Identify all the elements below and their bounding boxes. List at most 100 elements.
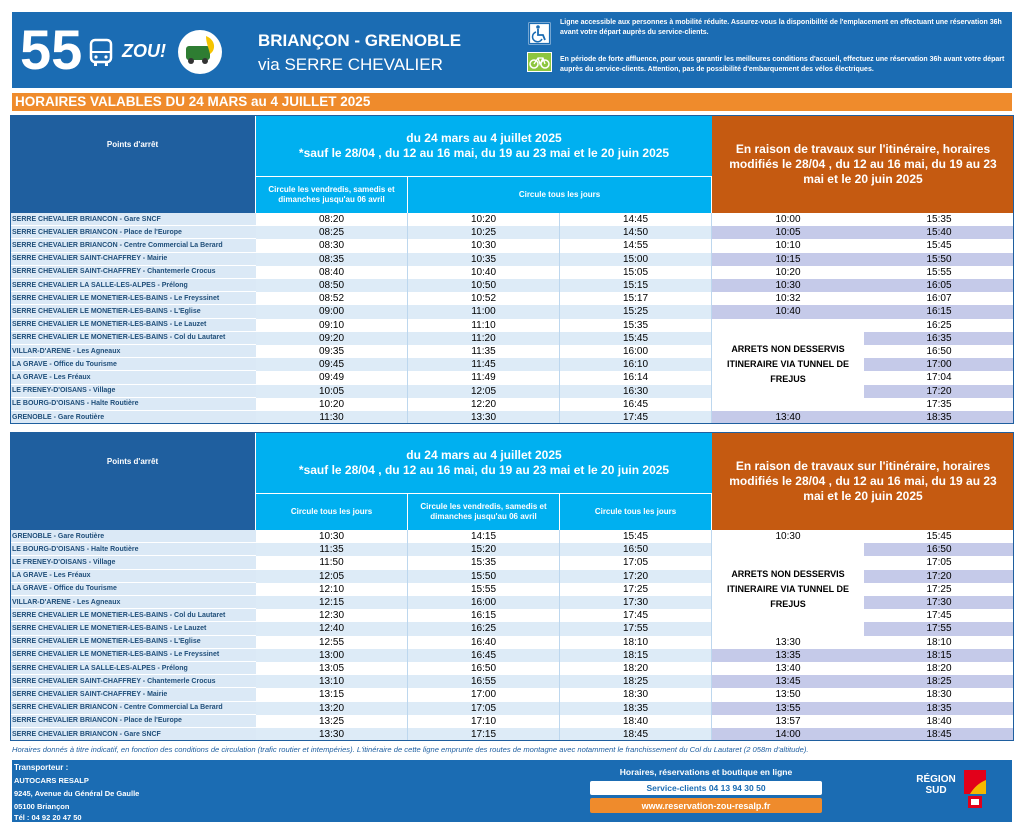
not-served-note: ARRETS NON DESSERVIS ITINERAIRE VIA TUNN… [726,344,849,385]
departure-time: 14:15 [408,530,560,544]
departure-time: 13:30 [256,728,408,742]
departure-time: 11:50 [256,556,408,570]
departure-time: 09:45 [256,358,408,372]
departure-time: 10:50 [408,279,560,293]
column-note: Circule tous les jours [408,176,712,213]
footnote: Horaires donnés à titre indicatif, en fo… [12,745,809,754]
departure-time: 17:00 [408,688,560,702]
departure-time: 18:35 [864,701,1014,715]
departure-time: 18:25 [560,675,712,689]
departure-time: 17:20 [560,569,712,583]
departure-time: 10:30 [408,239,560,253]
period-exceptions: *sauf le 28/04 , du 12 au 16 mai, du 19 … [298,145,670,160]
period-block: du 24 mars au 4 juillet 2025 *sauf le 28/… [256,115,712,176]
stop-name: SERRE CHEVALIER LE MONETIER-LES-BAINS - … [10,318,256,332]
departure-time: 09:10 [256,318,408,332]
bus-icon [89,38,113,66]
departure-time: 10:30 [256,530,408,544]
departure-time: 16:00 [560,345,712,359]
departure-time: 14:45 [560,213,712,227]
carrier-phone: Tél : 04 92 20 47 50 [14,813,82,822]
departure-time: 10:52 [408,292,560,306]
departure-time: 16:55 [408,675,560,689]
departure-time: 16:40 [408,635,560,649]
departure-time: 15:17 [560,292,712,306]
carrier-name: AUTOCARS RESALP [14,776,89,785]
departure-time: 17:10 [408,714,560,728]
brand: ZOU! [122,41,166,61]
departure-time: 10:20 [256,397,408,411]
departure-time: 17:05 [864,556,1014,570]
stop-name: SERRE CHEVALIER LA SALLE-LES-ALPES - Pré… [10,662,256,676]
departure-time: 11:45 [408,358,560,372]
departure-time: 15:35 [864,213,1014,227]
departure-time: 13:00 [256,648,408,662]
stop-name: GRENOBLE - Gare Routière [10,530,256,544]
period: du 24 mars au 4 juillet 2025 [406,447,562,462]
column-note: Circule les vendredis, samedis et dimanc… [256,176,408,213]
works-notice: En raison de travaux sur l'itinéraire, h… [712,115,1014,213]
departure-time: 12:15 [256,596,408,610]
route-via: via SERRE CHEVALIER [258,55,443,74]
departure-time: 17:30 [560,596,712,610]
column-note: Circule tous les jours [560,493,712,530]
validity-bar: HORAIRES VALABLES DU 24 MARS au 4 JUILLE… [12,93,1012,111]
departure-time: 08:30 [256,239,408,253]
departure-time: 13:35 [712,648,864,662]
departure-time: 15:15 [560,279,712,293]
departure-time: 16:14 [560,371,712,385]
departure-time: 13:50 [712,688,864,702]
departure-time: 17:05 [408,701,560,715]
departure-time: 08:20 [256,213,408,227]
stop-name: LE BOURG-D'OISANS - Halte Routière [10,543,256,557]
departure-time: 09:35 [256,345,408,359]
stop-name: SERRE CHEVALIER LE MONETIER-LES-BAINS - … [10,331,256,345]
works-notice: En raison de travaux sur l'itinéraire, h… [712,432,1014,530]
departure-time: 14:55 [560,239,712,253]
departure-time: 16:45 [560,397,712,411]
departure-time: 10:00 [712,213,864,227]
departure-time: 16:30 [560,384,712,398]
route-title: BRIANÇON - GRENOBLE [258,31,462,50]
period-exceptions: *sauf le 28/04 , du 12 au 16 mai, du 19 … [298,462,670,477]
departure-time: 09:00 [256,305,408,319]
stop-name: SERRE CHEVALIER LE MONETIER-LES-BAINS - … [10,622,256,636]
departure-time: 10:05 [712,226,864,240]
departure-time: 10:30 [712,530,864,544]
stop-name: LA GRAVE - Les Fréaux [10,569,256,583]
departure-time: 12:40 [256,622,408,636]
departure-time: 15:45 [864,239,1014,253]
departure-time: 16:15 [864,305,1014,319]
customer-service: Service-clients 04 13 94 30 50 [590,781,822,795]
stop-name: SERRE CHEVALIER SAINT-CHAFFREY - Mairie [10,688,256,702]
stop-header: Points d'arrêt [10,432,256,530]
departure-time: 10:10 [712,239,864,253]
departure-time: 16:07 [864,292,1014,306]
stop-name: SERRE CHEVALIER BRIANCON - Centre Commer… [10,239,256,253]
departure-time: 17:30 [864,596,1014,610]
departure-time: 13:55 [712,701,864,715]
carrier-city: 05100 Briançon [14,802,70,811]
departure-time: 15:45 [560,331,712,345]
departure-time: 18:35 [560,701,712,715]
departure-time: 10:32 [712,292,864,306]
departure-time: 17:00 [864,358,1014,372]
departure-time: 18:35 [864,411,1014,425]
departure-time: 09:20 [256,331,408,345]
stop-name: SERRE CHEVALIER SAINT-CHAFFREY - Chantem… [10,675,256,689]
route-number: 55 [20,18,83,81]
accessibility-notice: Ligne accessible aux personnes à mobilit… [560,19,1002,36]
departure-time: 18:40 [864,714,1014,728]
departure-time: 09:49 [256,371,408,385]
departure-time: 13:40 [712,411,864,425]
departure-time: 11:20 [408,331,560,345]
departure-time: 12:20 [408,397,560,411]
period: du 24 mars au 4 juillet 2025 [406,130,562,145]
departure-time: 17:55 [864,622,1014,636]
departure-time: 18:45 [560,728,712,742]
departure-time: 15:35 [560,318,712,332]
region-logo: RÉGION SUD [916,774,956,796]
departure-time: 11:10 [408,318,560,332]
departure-time: 15:55 [864,265,1014,279]
